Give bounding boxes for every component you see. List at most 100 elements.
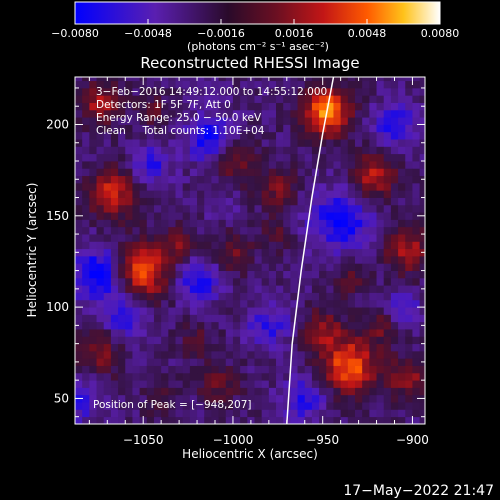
heatmap-cell: [89, 219, 97, 228]
heatmap-cell: [254, 263, 263, 271]
heatmap-cell: [290, 182, 298, 191]
heatmap-cell: [311, 277, 320, 286]
heatmap-cell: [132, 314, 141, 323]
heatmap-cell: [82, 109, 90, 118]
heatmap-cell: [319, 285, 327, 293]
heatmap-cell: [390, 197, 399, 206]
heatmap-cell: [197, 299, 205, 308]
heatmap-cell: [175, 307, 184, 315]
heatmap-cell: [326, 77, 334, 82]
heatmap-cell: [197, 182, 205, 191]
heatmap-cell: [240, 372, 248, 381]
heatmap-cell: [232, 139, 241, 147]
heatmap-cell: [204, 197, 212, 206]
heatmap-cell: [254, 402, 263, 410]
heatmap-cell: [96, 380, 105, 388]
heatmap-cell: [82, 153, 90, 162]
heatmap-cell: [132, 80, 141, 89]
heatmap-cell: [75, 241, 83, 250]
heatmap-cell: [218, 139, 227, 147]
heatmap-cell: [197, 197, 205, 206]
heatmap-cell: [347, 372, 356, 381]
heatmap-cell: [340, 124, 349, 133]
heatmap-cell: [362, 358, 370, 366]
heatmap-cell: [398, 226, 406, 235]
heatmap-cell: [405, 161, 413, 169]
heatmap-cell: [412, 190, 421, 198]
heatmap-cell: [218, 77, 227, 82]
heatmap-cell: [333, 329, 342, 337]
heatmap-cell: [89, 307, 97, 315]
heatmap-cell: [211, 358, 219, 366]
heatmap-cell: [96, 314, 105, 323]
heatmap-cell: [398, 87, 406, 96]
heatmap-cell: [132, 131, 141, 140]
heatmap-cell: [383, 124, 392, 133]
heatmap-cell: [419, 307, 425, 315]
heatmap-cell: [254, 248, 263, 257]
heatmap-cell: [204, 402, 212, 410]
heatmap-cell: [182, 402, 191, 410]
heatmap-cell: [153, 175, 162, 184]
heatmap-cell: [197, 263, 205, 271]
heatmap-cell: [283, 146, 291, 155]
heatmap-cell: [240, 102, 248, 111]
heatmap-cell: [376, 234, 385, 242]
heatmap-cell: [153, 350, 162, 359]
heatmap-cell: [110, 182, 119, 191]
heatmap-cell: [405, 321, 413, 330]
heatmap-cell: [232, 350, 241, 359]
heatmap-cell: [398, 402, 406, 410]
heatmap-cell: [89, 80, 97, 89]
heatmap-cell: [204, 387, 212, 396]
heatmap-cell: [161, 95, 169, 103]
heatmap-cell: [204, 255, 212, 264]
heatmap-cell: [290, 80, 298, 89]
heatmap-cell: [419, 234, 425, 242]
heatmap-cell: [110, 307, 119, 315]
heatmap-cell: [204, 175, 212, 184]
heatmap-cell: [304, 358, 313, 366]
heatmap-cell: [326, 365, 334, 374]
heatmap-cell: [204, 416, 212, 424]
heatmap-cell: [304, 255, 313, 264]
heatmap-cell: [326, 234, 334, 242]
heatmap-cell: [146, 139, 155, 147]
colorbar-tick-label: 0.0016: [275, 27, 314, 40]
heatmap-cell: [75, 146, 83, 155]
heatmap-cell: [211, 255, 219, 264]
heatmap-cell: [261, 109, 270, 118]
heatmap-cell: [333, 77, 342, 82]
heatmap-cell: [132, 153, 141, 162]
heatmap-cell: [268, 234, 277, 242]
heatmap-cell: [247, 204, 255, 213]
heatmap-cell: [369, 350, 377, 359]
heatmap-cell: [125, 263, 133, 271]
heatmap-cell: [398, 95, 406, 103]
heatmap-cell: [197, 394, 205, 403]
heatmap-cell: [355, 365, 363, 374]
heatmap-cell: [96, 270, 105, 279]
heatmap-cell: [355, 175, 363, 184]
heatmap-cell: [132, 234, 141, 242]
heatmap-cell: [311, 365, 320, 374]
heatmap-cell: [168, 161, 176, 169]
heatmap-cell: [369, 380, 377, 388]
heatmap-cell: [290, 365, 298, 374]
heatmap-cell: [304, 263, 313, 271]
heatmap-cell: [304, 226, 313, 235]
heatmap-cell: [197, 234, 205, 242]
heatmap-cell: [197, 226, 205, 235]
heatmap-cell: [225, 117, 234, 125]
heatmap-cell: [390, 263, 399, 271]
heatmap-cell: [153, 307, 162, 315]
heatmap-cell: [225, 77, 234, 82]
heatmap-cell: [168, 175, 176, 184]
heatmap-cell: [211, 153, 219, 162]
heatmap-cell: [247, 139, 255, 147]
heatmap-cell: [175, 365, 184, 374]
heatmap-cell: [326, 270, 334, 279]
heatmap-cell: [333, 248, 342, 257]
heatmap-cell: [232, 87, 241, 96]
